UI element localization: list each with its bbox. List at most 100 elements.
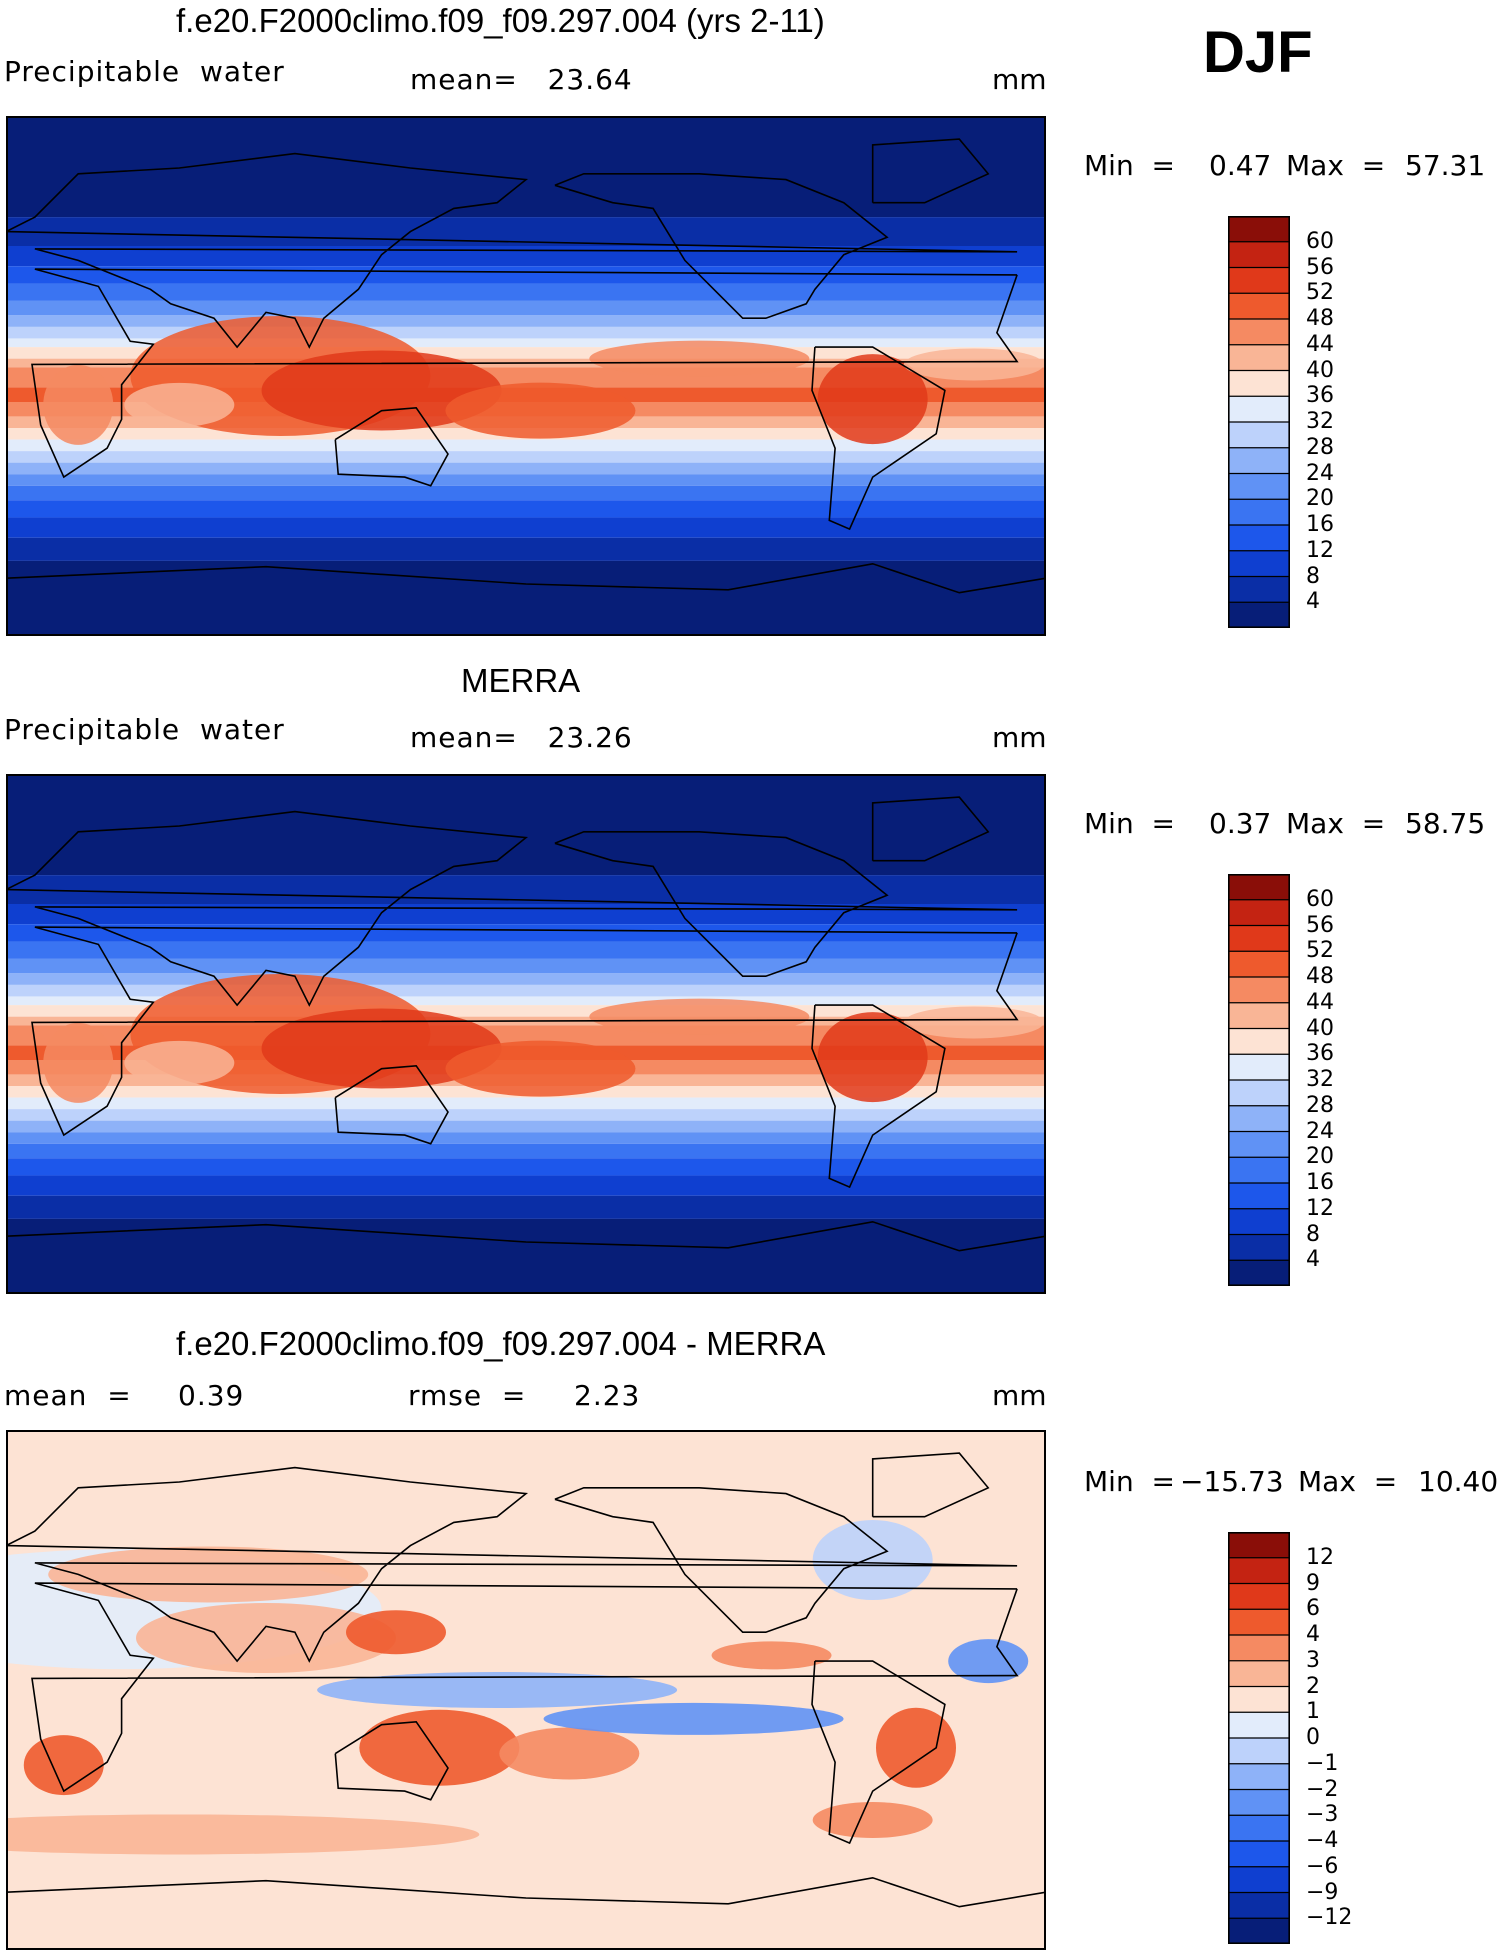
colorbar-tick-label: 56	[1306, 254, 1334, 280]
field-band	[6, 941, 1046, 959]
field-band	[6, 283, 1046, 301]
panel1-min-value: 0.47	[1209, 149, 1272, 182]
colorbar-swatch	[1228, 319, 1290, 346]
colorbar-tick-label: 60	[1306, 886, 1334, 912]
coastline	[871, 1452, 990, 1518]
colorbar-tick-label: 20	[1306, 1144, 1334, 1170]
colorbar-swatch	[1228, 396, 1290, 423]
panel3-mean-label: mean =	[4, 1379, 132, 1412]
colorbar-swatch	[1228, 1080, 1290, 1107]
colorbar-swatch	[1228, 241, 1290, 268]
field-band	[6, 537, 1046, 561]
panel1-map	[6, 116, 1046, 636]
map-frame	[6, 1430, 1046, 1950]
coastline	[811, 1004, 946, 1189]
panel3-map	[6, 1430, 1046, 1950]
field-band	[6, 485, 1046, 501]
field-anomaly	[124, 1040, 235, 1085]
field-anomaly	[817, 354, 928, 445]
colorbar-swatch	[1228, 1028, 1290, 1055]
field-anomaly	[43, 364, 114, 445]
colorbar-swatch	[1228, 1131, 1290, 1158]
colorbar-tick-label: 32	[1306, 409, 1334, 434]
field-anomaly	[812, 1520, 933, 1600]
colorbar-swatch	[1228, 1532, 1290, 1559]
colorbar-tick-label: 0	[1306, 1725, 1320, 1750]
colorbar-tick-label: −4	[1306, 1828, 1339, 1853]
colorbar-swatch	[1228, 899, 1290, 926]
colorbar-tick-label: 4	[1306, 1247, 1320, 1273]
panel2-colorbar	[1228, 874, 1290, 1286]
panel1-max-label: Max =	[1286, 149, 1386, 182]
coastline	[334, 406, 449, 487]
colorbar-swatch	[1228, 473, 1290, 500]
panel3-max-value: 10.40	[1418, 1465, 1499, 1498]
colorbar-swatch	[1228, 370, 1290, 397]
panel1-colorbar	[1228, 216, 1290, 628]
colorbar-swatch	[1228, 1583, 1290, 1610]
field-anomaly	[876, 1707, 956, 1788]
colorbar-tick-label: 40	[1306, 1015, 1334, 1041]
panel2-max-value: 58.75	[1405, 807, 1486, 840]
colorbar-swatch	[1228, 1054, 1290, 1081]
colorbar-tick-label: 16	[1306, 1170, 1334, 1195]
panel3-title: f.e20.F2000climo.f09_f09.297.004 - MERRA	[176, 1325, 826, 1362]
field-band	[6, 462, 1046, 475]
field-band	[6, 500, 1046, 518]
colorbar-tick-label: 1	[1306, 1699, 1320, 1725]
colorbar-swatch	[1228, 576, 1290, 603]
panel1-mean-label: mean= 23.64	[410, 63, 633, 96]
field-anomaly	[261, 350, 502, 431]
colorbar-swatch	[1228, 1866, 1290, 1893]
panel2-map	[6, 774, 1046, 1294]
field-band	[6, 875, 1046, 904]
colorbar-tick-label: −3	[1306, 1802, 1339, 1828]
colorbar-swatch	[1228, 1183, 1290, 1210]
colorbar-swatch	[1228, 874, 1290, 901]
colorbar-tick-label: 3	[1306, 1647, 1320, 1673]
coastline	[554, 831, 889, 977]
colorbar-tick-label: 12	[1306, 1544, 1334, 1570]
coastline	[6, 562, 1046, 594]
coastline	[554, 173, 889, 319]
colorbar-swatch	[1228, 1609, 1290, 1636]
coastline	[6, 152, 1018, 349]
colorbar-tick-label: 52	[1306, 938, 1334, 964]
colorbar-tick-label: 24	[1306, 1118, 1334, 1144]
panel3-rmse-value: 2.23	[574, 1379, 641, 1412]
colorbar-tick-label: 56	[1306, 912, 1334, 938]
colorbar-tick-label: 48	[1306, 964, 1334, 989]
colorbar-swatch	[1228, 344, 1290, 371]
colorbar-swatch	[1228, 1841, 1290, 1868]
panel1-min-label: Min =	[1084, 149, 1175, 182]
coastline	[871, 796, 990, 862]
season-label: DJF	[1203, 20, 1313, 85]
colorbar-swatch	[1228, 1157, 1290, 1184]
panel1-max-value: 57.31	[1405, 149, 1486, 182]
panel1-title: f.e20.F2000climo.f09_f09.297.004 (yrs 2-…	[176, 2, 825, 39]
colorbar-swatch	[1228, 267, 1290, 294]
colorbar-swatch	[1228, 1234, 1290, 1261]
coastline	[811, 1660, 946, 1845]
colorbar-tick-label: 52	[1306, 280, 1334, 306]
field-band	[6, 1143, 1046, 1159]
field-anomaly	[317, 1672, 678, 1708]
colorbar-tick-label: 8	[1306, 1221, 1320, 1247]
panel2-max-label: Max =	[1286, 807, 1386, 840]
panel1-variable-label: Precipitable water	[4, 55, 285, 88]
panel1-units: mm	[992, 63, 1047, 96]
colorbar-swatch	[1228, 422, 1290, 449]
colorbar-tick-label: 44	[1306, 331, 1334, 357]
colorbar-tick-label: 4	[1306, 589, 1320, 615]
colorbar-tick-label: 24	[1306, 460, 1334, 486]
colorbar-tick-label: 2	[1306, 1673, 1320, 1699]
panel3-units: mm	[992, 1379, 1047, 1412]
colorbar-swatch	[1228, 1660, 1290, 1687]
colorbar-swatch	[1228, 447, 1290, 474]
colorbar-swatch	[1228, 951, 1290, 978]
field-anomaly	[48, 1546, 369, 1603]
colorbar-swatch	[1228, 216, 1290, 243]
colorbar-swatch	[1228, 1763, 1290, 1790]
colorbar-tick-label: 9	[1306, 1570, 1320, 1596]
coastline	[6, 1220, 1046, 1252]
